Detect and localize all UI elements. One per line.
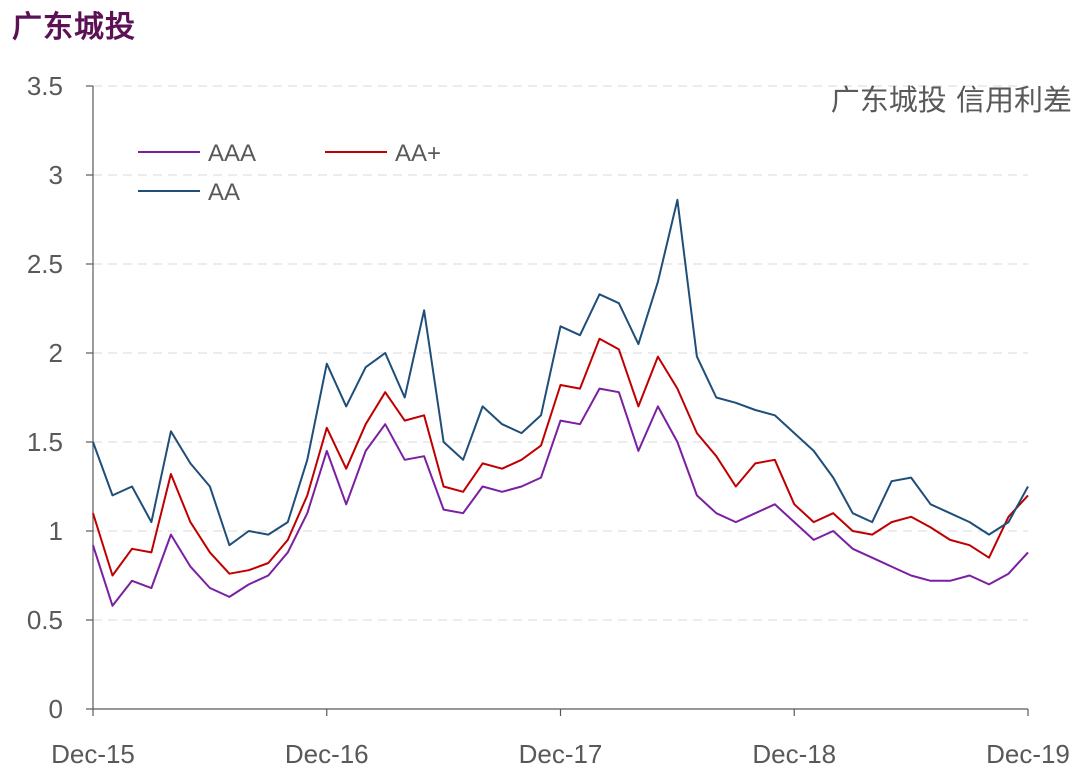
series-line-aaa	[92, 387, 1029, 607]
y-tick-label: 3.5	[27, 71, 63, 101]
x-tick-label: Dec-15	[51, 739, 135, 769]
y-tick-label: 0	[49, 694, 63, 724]
y-tick-label: 1.5	[27, 427, 63, 457]
y-tick-label: 3	[49, 160, 63, 190]
legend-label-aa: AA	[208, 179, 240, 206]
legend-label-aaa: AAA	[208, 140, 256, 167]
y-tick-label: 1	[49, 516, 63, 546]
x-tick-label: Dec-19	[986, 739, 1070, 769]
series-line-aa-plus	[92, 337, 1029, 577]
axes: 0 0.5 1 1.5 2 2.5 3 3.5 Dec-15 Dec-16 Dec-17 Dec-18…	[27, 71, 1070, 769]
legend: AAA AA+ AA	[138, 140, 441, 206]
x-tick-label: Dec-16	[285, 739, 369, 769]
x-tick-label: Dec-17	[519, 739, 603, 769]
y-tick-label: 2	[49, 338, 63, 368]
y-tick-label: 2.5	[27, 249, 63, 279]
chart-title: 广东城投 信用利差	[831, 83, 1072, 117]
series-lines	[92, 198, 1029, 607]
series-line-aa	[92, 198, 1029, 547]
y-tick-label: 0.5	[27, 605, 63, 635]
x-tick-label: Dec-18	[752, 739, 836, 769]
page-title: 广东城投	[12, 10, 136, 45]
legend-label-aa-plus: AA+	[395, 140, 441, 167]
